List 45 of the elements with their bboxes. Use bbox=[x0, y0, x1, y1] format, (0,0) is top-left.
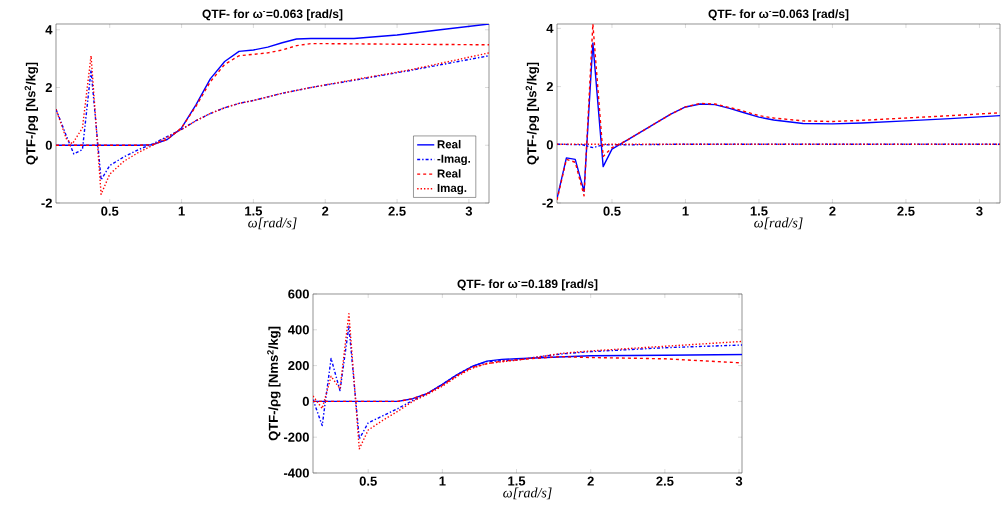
x-tick-label: 0.5 bbox=[603, 206, 621, 216]
y-axis-title: QTF-/ρg [Ns$^{2}$/kg] bbox=[24, 62, 39, 165]
legend-label: Imag. bbox=[437, 184, 467, 195]
y-tick-label: -200 bbox=[283, 432, 309, 442]
x-tick-label: 2 bbox=[587, 476, 594, 486]
x-tick-label: 3 bbox=[976, 206, 983, 216]
x-tick-label: 1 bbox=[439, 476, 446, 486]
x-axis-title: ω[rad/s] bbox=[248, 217, 297, 230]
x-tick-label: 0.5 bbox=[101, 206, 119, 216]
x-tick-label: 2.5 bbox=[388, 206, 406, 216]
y-tick-label: -400 bbox=[283, 468, 309, 478]
x-tick-label: 1.5 bbox=[245, 206, 263, 216]
chart-title: QTF- for ω$^{-}$=0.189 [rad/s] bbox=[457, 279, 598, 291]
x-tick-label: 3 bbox=[735, 476, 743, 486]
x-tick-label: 2 bbox=[829, 206, 836, 216]
x-tick-label: 3 bbox=[465, 206, 473, 216]
y-tick-label: -2 bbox=[41, 198, 52, 208]
x-tick-label: 1.5 bbox=[508, 476, 526, 486]
legend-label: Real bbox=[437, 169, 461, 178]
x-tick-label: 0.5 bbox=[359, 476, 377, 486]
y-tick-label: 0 bbox=[302, 396, 309, 406]
y-tick-label: 400 bbox=[287, 325, 309, 335]
y-tick-label: 4 bbox=[45, 25, 53, 35]
x-tick-label: 1 bbox=[682, 206, 689, 216]
x-tick-label: 2.5 bbox=[897, 206, 915, 216]
legend-label: -Imag. bbox=[437, 154, 471, 166]
y-tick-label: 200 bbox=[288, 360, 309, 371]
chart-title: QTF- for ω$^{-}$=0.063 [rad/s] bbox=[708, 9, 849, 21]
chart-title: QTF- for ω$^{-}$=0.063 [rad/s] bbox=[202, 9, 343, 21]
y-axis-title: QTF-/ρg [Nms$^{2}$/kg] bbox=[267, 326, 281, 441]
x-tick-label: 1.5 bbox=[750, 206, 768, 216]
x-tick-label: 2 bbox=[322, 206, 329, 216]
y-tick-label: 0 bbox=[45, 140, 52, 150]
legend-label: Real bbox=[437, 139, 461, 149]
y-tick-label: 2 bbox=[546, 82, 553, 92]
y-axis-title: QTF-/ρg [Ns$^{2}$/kg] bbox=[525, 62, 540, 165]
y-tick-label: 0 bbox=[546, 140, 553, 150]
y-tick-label: 600 bbox=[288, 289, 309, 299]
y-tick-label: 4 bbox=[546, 23, 554, 33]
x-axis-title: ω[rad/s] bbox=[754, 217, 803, 230]
y-tick-label: -2 bbox=[542, 198, 553, 208]
x-tick-label: 2.5 bbox=[656, 476, 674, 486]
x-axis-title: ω[rad/s] bbox=[503, 487, 552, 500]
y-tick-label: 2 bbox=[45, 82, 52, 93]
x-tick-label: 1 bbox=[178, 206, 185, 216]
